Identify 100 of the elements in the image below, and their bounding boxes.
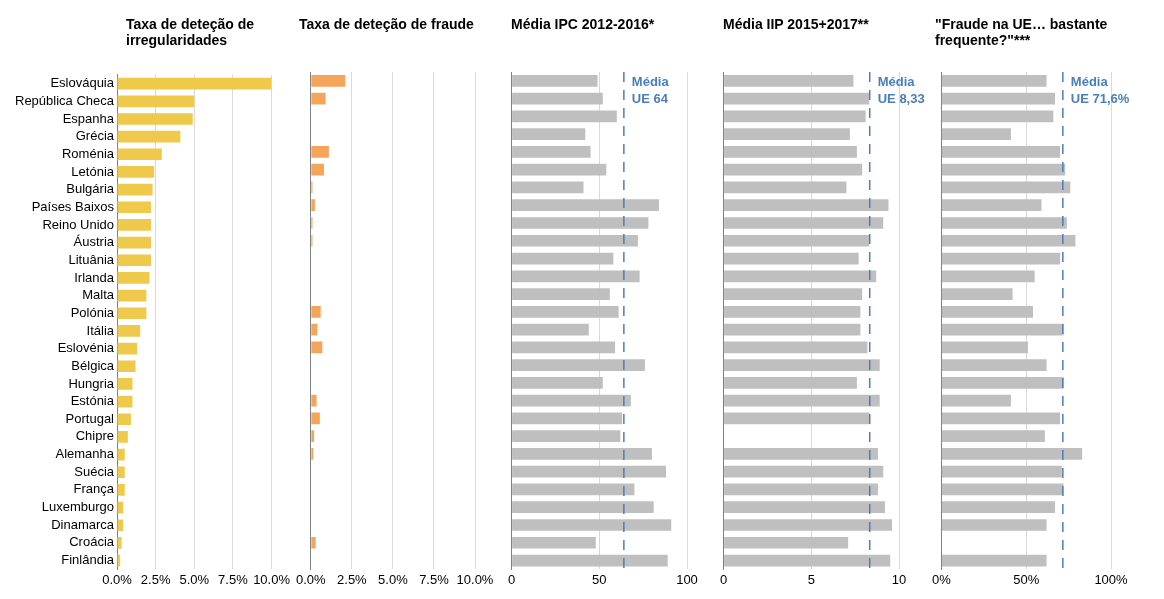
bar: [117, 342, 138, 355]
x-tick-label: 2.5%: [140, 571, 171, 587]
bar: [724, 252, 859, 265]
bar: [117, 77, 272, 90]
bar: [724, 288, 863, 300]
bar: [941, 181, 1071, 194]
x-tick-label: 5.0%: [378, 571, 409, 587]
bar: [117, 183, 153, 196]
y-tick-label: Estónia: [70, 393, 115, 409]
y-tick-label: Lituânia: [68, 251, 115, 267]
bar: [941, 288, 1013, 300]
x-tick-label: 5: [807, 571, 815, 587]
bar: [512, 501, 654, 514]
bar: [117, 236, 152, 249]
bar: [117, 484, 125, 496]
bar: [724, 377, 857, 389]
bar: [117, 325, 141, 337]
bar: [512, 377, 603, 389]
bar: [117, 113, 193, 125]
bar: [117, 378, 133, 390]
y-tick-label: Finlândia: [61, 552, 115, 568]
bar: [941, 128, 1011, 141]
bar: [724, 465, 884, 478]
bar: [724, 305, 861, 318]
bar: [512, 163, 607, 176]
bar: [117, 413, 131, 426]
bar: [311, 341, 323, 354]
bar: [117, 272, 150, 284]
chart-title: Média IIP 2015+2017**: [723, 16, 869, 32]
bar: [512, 448, 652, 460]
chart-title: "Fraude na UE… bastante frequente?"***: [935, 16, 1109, 48]
y-tick-label: França: [73, 481, 115, 497]
y-tick-label: Croácia: [69, 534, 115, 550]
bar: [512, 181, 584, 194]
bar: [117, 431, 128, 443]
bar: [724, 483, 878, 496]
bar: [941, 217, 1067, 229]
bar: [512, 128, 586, 141]
x-tick-label: 2.5%: [337, 571, 368, 587]
y-tick-label: Grécia: [75, 128, 115, 144]
y-tick-label: Suécia: [74, 463, 115, 479]
bar: [512, 288, 610, 300]
bar: [941, 412, 1061, 425]
bar: [941, 75, 1047, 87]
x-tick-label: 100%: [1094, 571, 1129, 587]
bar: [512, 483, 635, 496]
bar: [311, 75, 346, 87]
bar: [724, 448, 878, 460]
x-tick-label: 0: [720, 571, 728, 587]
bar: [724, 270, 877, 283]
bar: [512, 146, 591, 158]
bar: [724, 110, 866, 123]
bar: [117, 95, 195, 108]
y-tick-label: Espanha: [62, 110, 115, 126]
bar: [724, 234, 870, 247]
y-tick-label: Luxemburgo: [41, 499, 114, 515]
y-tick-label: Eslováquia: [50, 75, 115, 91]
bar: [941, 359, 1047, 371]
bar: [724, 554, 891, 567]
y-tick-label: Hungria: [68, 375, 115, 391]
y-tick-label: Malta: [82, 287, 115, 303]
bar: [512, 92, 603, 105]
bar: [117, 201, 152, 214]
y-tick-label: Roménia: [61, 145, 115, 161]
x-tick-label: 0.0%: [102, 571, 133, 587]
y-tick-label: Irlanda: [74, 269, 115, 285]
bar: [724, 163, 863, 176]
bar: [512, 305, 619, 318]
bar: [512, 554, 668, 567]
bar: [512, 199, 659, 212]
bar: [724, 341, 868, 354]
x-tick-label: 7.5%: [218, 571, 249, 587]
bar: [117, 289, 147, 302]
bar: [311, 92, 326, 105]
bar: [724, 75, 854, 87]
bar: [117, 307, 147, 320]
y-tick-label: Áustria: [73, 234, 115, 250]
bar: [512, 270, 640, 283]
bar: [311, 199, 315, 212]
bar: [941, 341, 1028, 354]
bar: [941, 483, 1064, 496]
ref-line-label: Média UE 8,33: [877, 74, 925, 107]
bar: [117, 448, 125, 461]
bar: [117, 254, 152, 267]
bar: [117, 360, 136, 373]
bar: [941, 252, 1061, 265]
y-tick-label: República Checa: [14, 92, 115, 108]
y-tick-label: Polónia: [70, 304, 115, 320]
bar: [512, 465, 666, 478]
bar: [117, 130, 181, 143]
y-tick-label: Itália: [86, 322, 115, 338]
bar: [512, 341, 616, 354]
bar: [724, 92, 870, 105]
chart-title: Taxa de deteção de irregularidades: [126, 16, 256, 48]
bar: [941, 448, 1083, 460]
y-tick-label: Portugal: [65, 410, 115, 426]
bar: [117, 519, 124, 532]
bar: [117, 166, 155, 178]
bar: [724, 501, 885, 514]
y-tick-label: Reino Unido: [42, 216, 114, 232]
